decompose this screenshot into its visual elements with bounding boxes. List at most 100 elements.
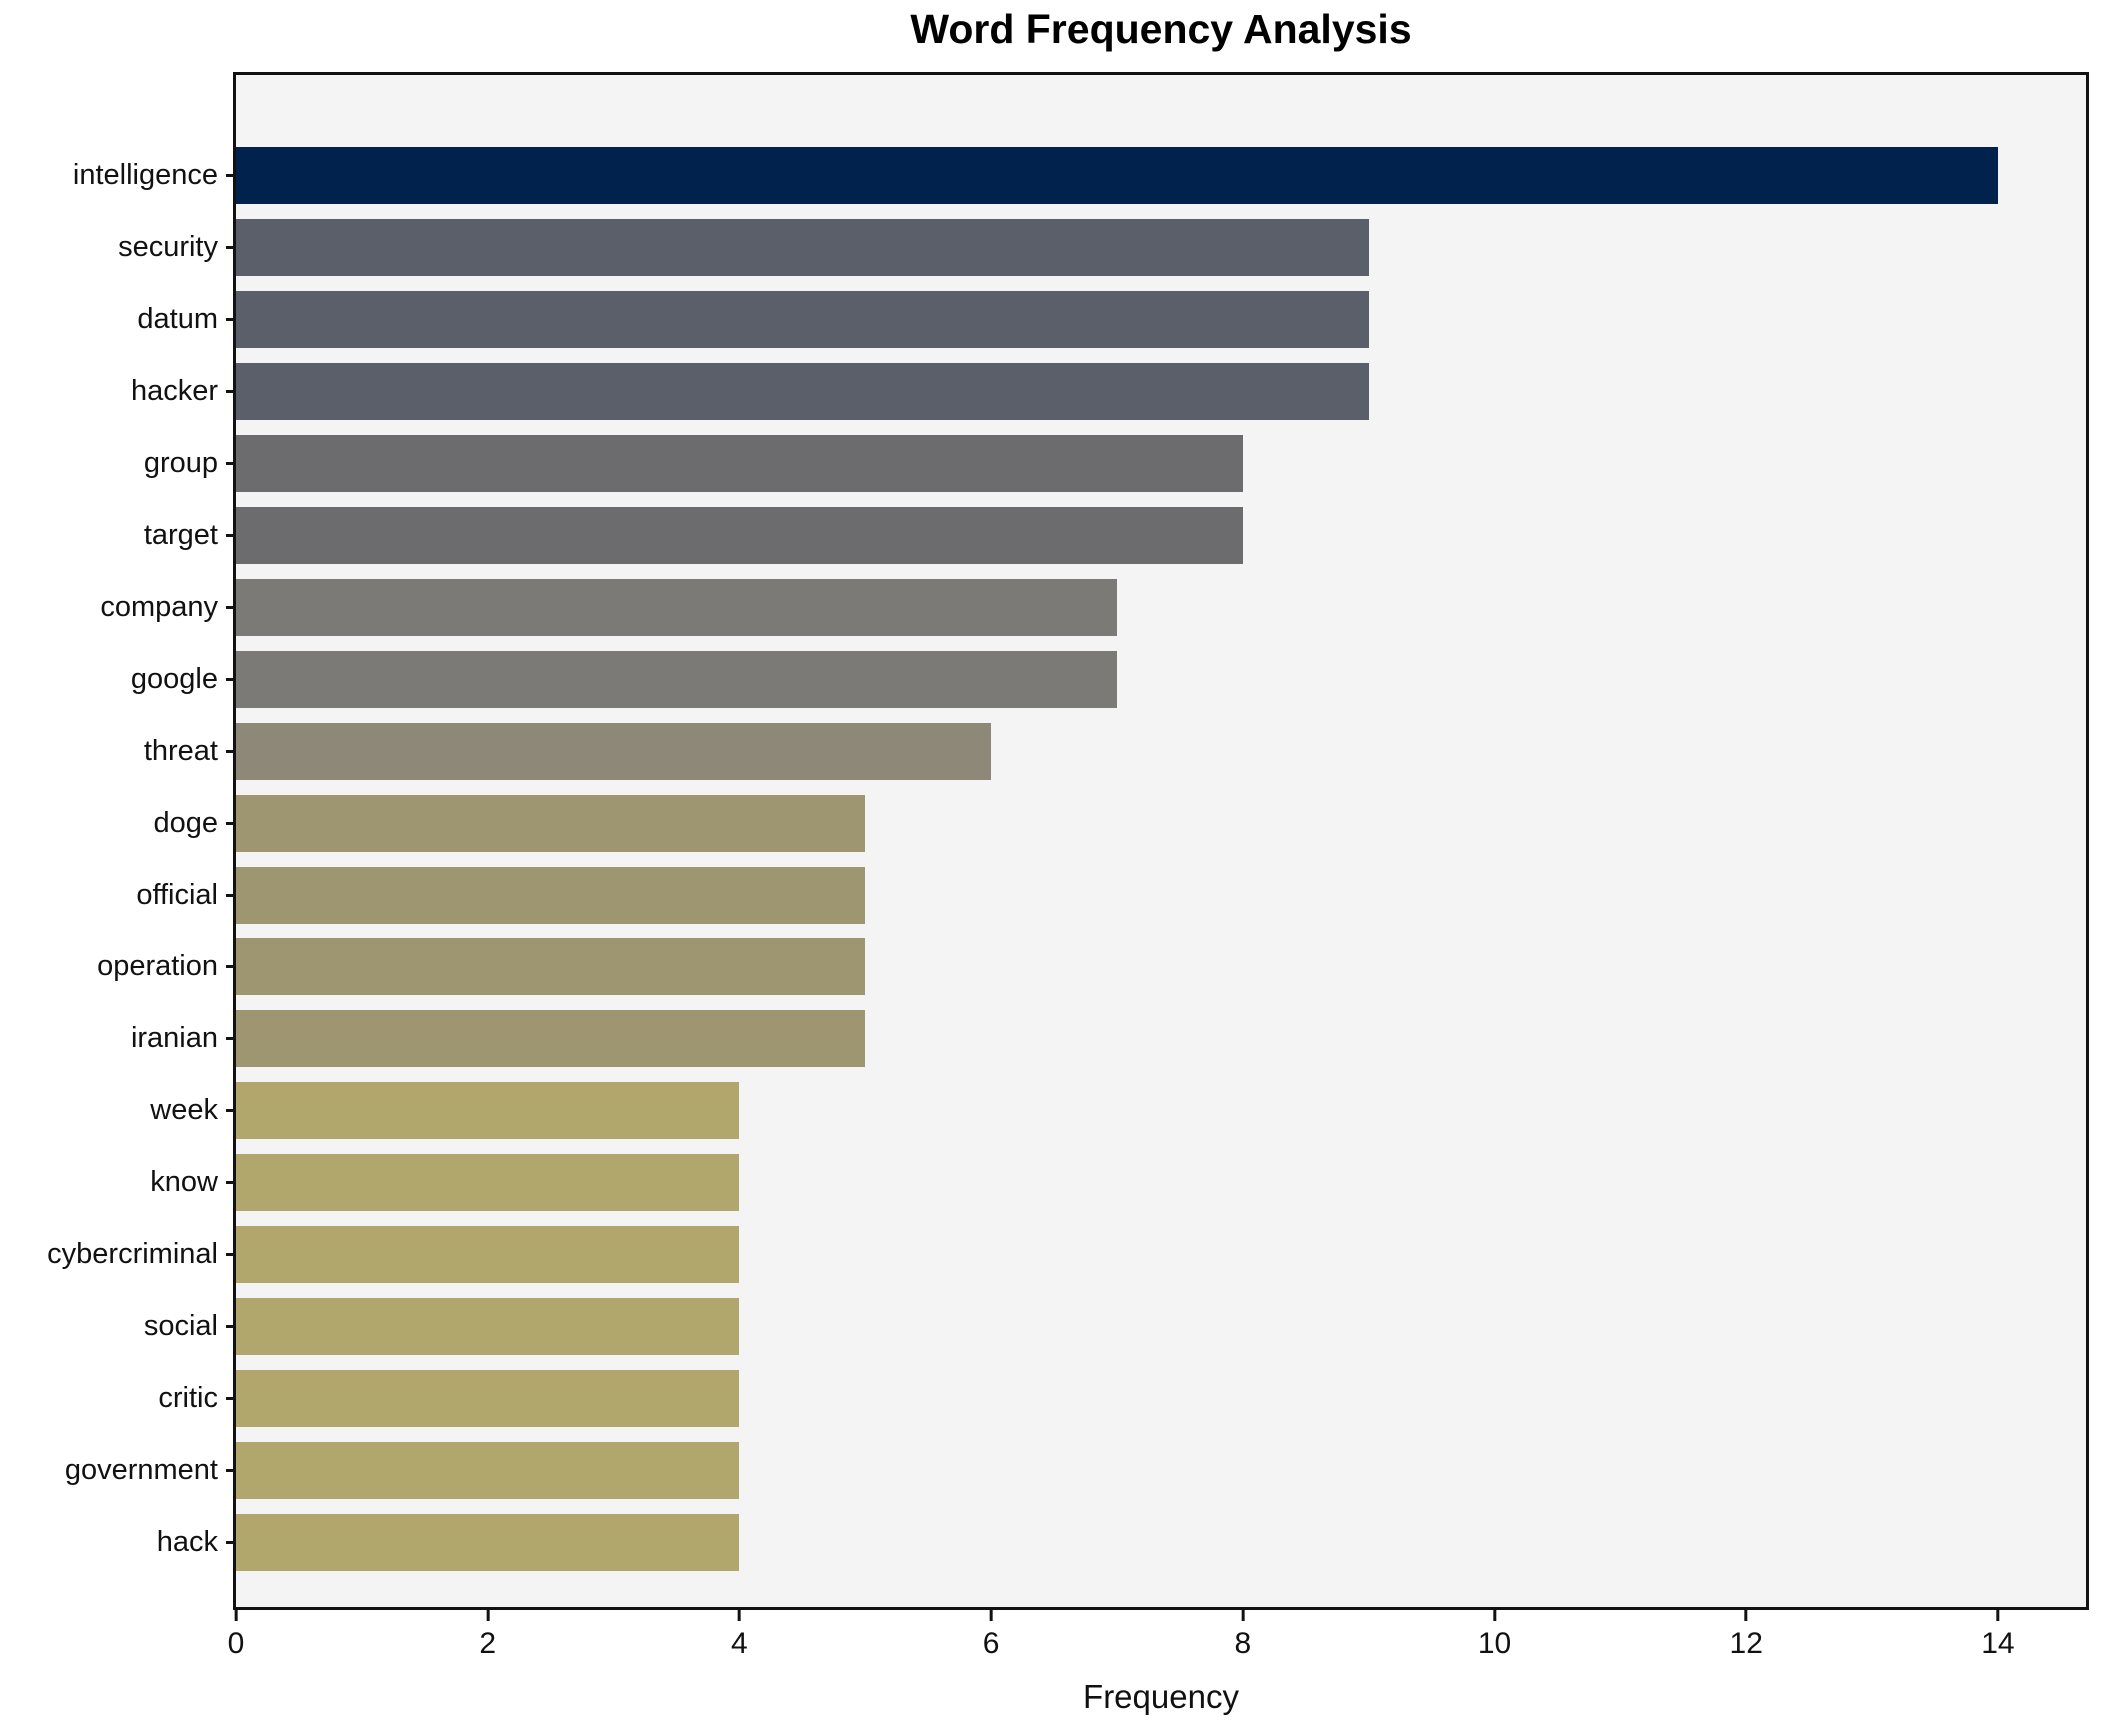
category-label: week bbox=[150, 1094, 218, 1127]
category-label: threat bbox=[143, 734, 218, 767]
bar-row: intelligence bbox=[0, 140, 2115, 212]
frequency-bar bbox=[236, 938, 866, 996]
category-label: official bbox=[136, 878, 218, 911]
x-tick-label: 2 bbox=[479, 1627, 497, 1660]
bar-row: iranian bbox=[0, 1003, 2115, 1075]
frequency-bar bbox=[236, 291, 1369, 349]
x-axis-label: Frequency bbox=[1083, 1678, 1239, 1715]
frequency-bar bbox=[236, 1082, 740, 1140]
x-tick-mark bbox=[989, 1610, 993, 1621]
bar-row: company bbox=[0, 571, 2115, 643]
y-tick-label: google bbox=[0, 663, 236, 696]
x-tick-mark bbox=[1744, 1610, 1748, 1621]
y-tick-mark bbox=[226, 318, 236, 322]
y-tick-mark bbox=[226, 390, 236, 394]
frequency-bar bbox=[236, 722, 992, 780]
x-tick-mark bbox=[1241, 1610, 1245, 1621]
y-tick-mark bbox=[226, 1396, 236, 1400]
frequency-bar bbox=[236, 435, 1243, 493]
category-label: doge bbox=[153, 806, 218, 839]
frequency-bar bbox=[236, 219, 1369, 277]
x-axis-tick: 2 bbox=[479, 1610, 496, 1661]
x-tick-label: 12 bbox=[1729, 1627, 1763, 1660]
category-label: critic bbox=[158, 1381, 218, 1414]
bar-row: threat bbox=[0, 715, 2115, 787]
bar-row: social bbox=[0, 1291, 2115, 1363]
y-tick-mark bbox=[226, 246, 236, 250]
category-label: datum bbox=[137, 303, 218, 336]
x-tick-mark bbox=[234, 1610, 238, 1621]
y-tick-mark bbox=[226, 749, 236, 753]
frequency-bar bbox=[236, 147, 1998, 205]
y-tick-label: operation bbox=[0, 950, 236, 983]
bar-rows: intelligence security datum hacker group targ… bbox=[0, 140, 2115, 1578]
x-axis-tick: 10 bbox=[1478, 1610, 1511, 1661]
y-tick-mark bbox=[226, 1181, 236, 1185]
category-label: government bbox=[64, 1453, 218, 1486]
x-tick-label: 10 bbox=[1477, 1627, 1512, 1660]
x-tick-label: 4 bbox=[731, 1627, 748, 1660]
frequency-bar bbox=[236, 363, 1369, 421]
frequency-bar bbox=[236, 506, 1243, 564]
frequency-bar bbox=[236, 650, 1117, 708]
x-tick-label: 14 bbox=[1981, 1627, 2015, 1660]
y-tick-label: hacker bbox=[0, 375, 236, 408]
frequency-bar bbox=[236, 578, 1117, 636]
bar-row: official bbox=[0, 859, 2115, 931]
x-tick-mark bbox=[1493, 1610, 1496, 1621]
x-tick-mark bbox=[737, 1610, 741, 1621]
frequency-bar bbox=[236, 1010, 866, 1068]
x-axis-tick: 14 bbox=[1981, 1610, 2015, 1661]
chart-title: Word Frequency Analysis bbox=[910, 6, 1412, 52]
y-tick-mark bbox=[226, 1037, 236, 1041]
y-tick-mark bbox=[226, 677, 236, 681]
x-tick-label: 8 bbox=[1234, 1627, 1252, 1660]
bar-row: government bbox=[0, 1434, 2115, 1506]
y-tick-mark bbox=[226, 462, 236, 466]
category-label: company bbox=[100, 590, 218, 623]
y-tick-label: intelligence bbox=[0, 159, 236, 192]
bar-row: hack bbox=[0, 1506, 2115, 1578]
y-tick-mark bbox=[226, 965, 236, 969]
bar-row: google bbox=[0, 643, 2115, 715]
category-label: hack bbox=[156, 1525, 218, 1558]
x-tick-label: 6 bbox=[982, 1627, 1000, 1660]
y-tick-label: hack bbox=[0, 1526, 236, 1559]
y-tick-label: company bbox=[0, 591, 236, 624]
y-tick-mark bbox=[226, 1468, 236, 1472]
category-label: know bbox=[150, 1166, 218, 1199]
bar-row: know bbox=[0, 1147, 2115, 1219]
y-tick-label: security bbox=[0, 231, 236, 264]
y-tick-label: iranian bbox=[0, 1022, 236, 1055]
x-axis-tick: 6 bbox=[982, 1610, 1000, 1661]
bar-row: datum bbox=[0, 284, 2115, 356]
bar-row: operation bbox=[0, 931, 2115, 1003]
y-tick-mark bbox=[226, 533, 236, 537]
bar-row: hacker bbox=[0, 356, 2115, 428]
y-tick-mark bbox=[226, 605, 236, 609]
category-label: security bbox=[118, 231, 218, 264]
x-tick-label: 0 bbox=[227, 1627, 245, 1660]
frequency-bar bbox=[236, 1297, 740, 1355]
y-tick-label: cybercriminal bbox=[0, 1238, 236, 1271]
y-tick-label: threat bbox=[0, 735, 236, 768]
x-axis-tick: 0 bbox=[227, 1610, 245, 1661]
bar-row: security bbox=[0, 212, 2115, 284]
y-tick-label: doge bbox=[0, 807, 236, 840]
y-tick-label: social bbox=[0, 1310, 236, 1343]
x-axis-tick: 8 bbox=[1234, 1610, 1251, 1661]
y-tick-mark bbox=[226, 1109, 236, 1113]
frequency-bar bbox=[236, 1154, 740, 1212]
y-tick-mark bbox=[226, 821, 236, 825]
bar-row: cybercriminal bbox=[0, 1219, 2115, 1291]
y-tick-mark bbox=[226, 1540, 236, 1544]
y-tick-label: target bbox=[0, 519, 236, 552]
category-label: hacker bbox=[130, 375, 218, 408]
x-tick-mark bbox=[486, 1610, 490, 1621]
x-tick-mark bbox=[1996, 1610, 2000, 1621]
y-tick-label: government bbox=[0, 1454, 236, 1487]
frequency-bar bbox=[236, 866, 866, 924]
frequency-bar bbox=[236, 1226, 740, 1284]
category-label: operation bbox=[97, 950, 218, 983]
